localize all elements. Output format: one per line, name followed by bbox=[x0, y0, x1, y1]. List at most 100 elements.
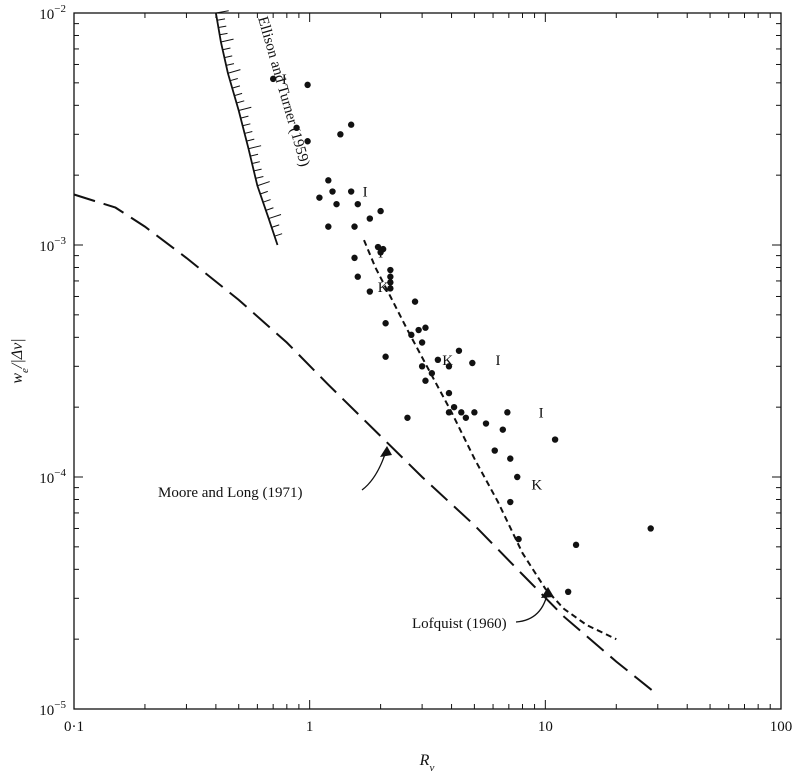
data-point bbox=[434, 356, 442, 364]
data-point bbox=[418, 363, 426, 370]
data-point bbox=[445, 389, 453, 397]
ellison-hatch-mark bbox=[222, 47, 231, 51]
data-point bbox=[469, 359, 476, 367]
data-point bbox=[374, 243, 382, 251]
x-tick-label: 1 bbox=[306, 719, 314, 735]
ellison-hatch-mark bbox=[227, 69, 241, 74]
data-point bbox=[418, 339, 426, 346]
point-annotation: K bbox=[442, 353, 453, 369]
point-annotation: I bbox=[539, 405, 544, 421]
moore-long-label: Moore and Long (1971) bbox=[158, 485, 303, 501]
ellison-hatch-mark bbox=[238, 106, 252, 111]
data-point bbox=[422, 377, 429, 384]
lofquist-curve bbox=[363, 239, 617, 641]
data-point bbox=[471, 409, 478, 416]
ellison-hatch-mark bbox=[232, 85, 241, 89]
ellison-hatch-mark bbox=[257, 181, 270, 187]
ellison-hatch-mark bbox=[271, 224, 280, 228]
ellison-hatch-mark bbox=[253, 168, 262, 172]
data-point bbox=[304, 138, 311, 145]
moore-long-curve bbox=[73, 193, 659, 696]
ellison-hatch-mark bbox=[251, 161, 260, 165]
data-point bbox=[504, 409, 511, 416]
point-annotation: I bbox=[282, 72, 287, 88]
ellison-hatch-mark bbox=[274, 233, 283, 237]
data-point bbox=[415, 326, 422, 334]
plot-frame bbox=[73, 12, 782, 710]
data-point bbox=[347, 121, 355, 128]
data-point bbox=[382, 353, 389, 360]
data-point bbox=[647, 525, 654, 532]
point-annotation: I bbox=[378, 245, 383, 261]
ellison-hatch-mark bbox=[236, 100, 245, 104]
ellison-hatch-mark bbox=[268, 213, 282, 220]
data-point bbox=[325, 177, 332, 184]
data-point bbox=[377, 249, 384, 256]
data-point bbox=[564, 588, 572, 596]
ellison-hatch-mark bbox=[246, 138, 255, 142]
ellison-hatch-mark bbox=[250, 153, 259, 157]
data-point bbox=[499, 426, 507, 433]
axis-ticks: 0·1 1 10 100 10−5 10−4 10−3 10−2 bbox=[39, 3, 792, 735]
ellison-hatch-mark bbox=[244, 130, 253, 134]
data-point bbox=[507, 498, 514, 506]
data-point bbox=[514, 473, 521, 481]
data-point bbox=[347, 188, 355, 195]
data-point bbox=[458, 409, 465, 416]
data-point bbox=[351, 254, 358, 262]
reference-curves bbox=[73, 193, 659, 696]
data-point bbox=[404, 414, 411, 421]
data-point bbox=[366, 288, 374, 295]
y-tick-label: 10−4 bbox=[39, 467, 66, 487]
ellison-hatch-mark bbox=[265, 207, 274, 211]
data-point bbox=[450, 403, 458, 411]
x-axis-label: Rv bbox=[419, 752, 435, 774]
data-point bbox=[382, 320, 389, 327]
data-point bbox=[572, 541, 580, 549]
data-point bbox=[337, 131, 344, 138]
data-point bbox=[428, 370, 436, 377]
moore-long-arrowhead bbox=[380, 446, 392, 457]
data-point bbox=[462, 414, 470, 421]
data-point bbox=[445, 363, 453, 370]
lofquist-arrowhead bbox=[541, 587, 554, 598]
ellison-hatch-mark bbox=[255, 176, 264, 179]
data-point bbox=[491, 447, 498, 454]
point-annotation: K bbox=[378, 280, 389, 296]
data-point bbox=[304, 81, 311, 89]
data-point bbox=[329, 188, 336, 195]
ellison-hatch-mark bbox=[240, 115, 249, 119]
data-point bbox=[387, 285, 394, 292]
data-point bbox=[387, 266, 394, 274]
data-point bbox=[377, 207, 384, 215]
data-point bbox=[366, 215, 374, 222]
data-point bbox=[422, 324, 429, 331]
x-tick-label: 100 bbox=[770, 719, 793, 735]
data-point bbox=[515, 535, 522, 543]
ellison-hatch-mark bbox=[242, 123, 251, 127]
ellison-hatch-mark bbox=[224, 55, 233, 59]
data-point bbox=[316, 194, 323, 201]
ellison-hatch-mark bbox=[220, 38, 234, 43]
ellison-hatch-mark bbox=[260, 190, 268, 195]
data-point bbox=[325, 223, 332, 230]
data-point bbox=[333, 200, 340, 208]
x-tick-label: 10 bbox=[538, 719, 553, 735]
ellison-turner-curve bbox=[215, 12, 279, 246]
ellison-hatch-mark bbox=[218, 25, 227, 28]
data-point bbox=[411, 298, 419, 305]
data-point bbox=[387, 273, 394, 280]
point-annotation: I bbox=[496, 353, 501, 369]
y-tick-label: 10−5 bbox=[39, 699, 66, 719]
ellison-hatch-mark bbox=[215, 10, 229, 14]
data-point bbox=[445, 409, 453, 416]
ellison-hatch-mark bbox=[234, 92, 243, 97]
x-tick-label: 0·1 bbox=[64, 719, 84, 735]
ellison-turner-label: Ellison and Turner (1959) bbox=[254, 15, 312, 169]
ellison-hatch-mark bbox=[248, 145, 262, 150]
point-annotations: I I I K K I I K bbox=[282, 72, 544, 493]
y-tick-label: 10−3 bbox=[39, 235, 66, 255]
ellison-hatch-mark bbox=[229, 77, 238, 82]
data-point bbox=[269, 75, 277, 83]
